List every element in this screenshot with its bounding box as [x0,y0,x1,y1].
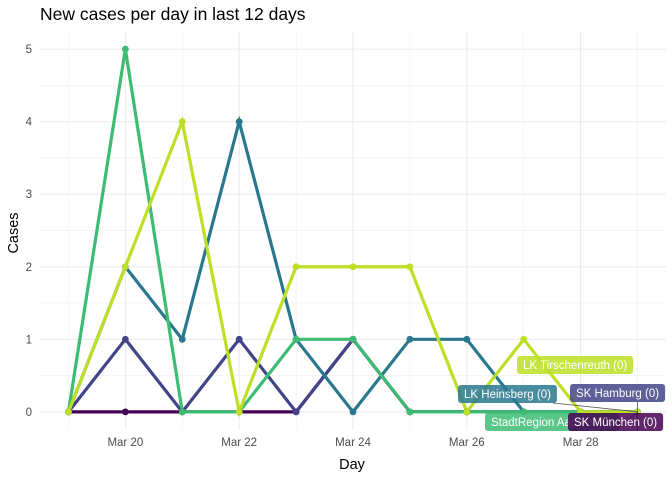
y-tick-label: 5 [26,44,32,56]
label-leader [552,402,638,413]
data-point [65,408,72,416]
x-tick-label: Mar 26 [449,437,485,449]
y-tick-label: 0 [26,407,32,419]
x-tick-label: Mar 20 [107,437,143,449]
data-point [349,408,357,416]
data-point [406,335,414,343]
end-label: SK München (0) [568,413,664,431]
data-point [121,263,129,271]
end-label-text: SK Hamburg (0) [576,388,659,400]
end-label-box [568,413,664,431]
data-point [292,263,300,271]
data-point [520,335,528,343]
y-tick-label: 3 [26,189,32,201]
end-label: SK Hamburg (0) [570,384,666,402]
end-label-box [458,385,557,403]
end-label-text: LK Tirschenreuth (0) [523,360,627,372]
x-axis-title: Day [339,457,366,473]
x-tick-label: Mar 24 [335,437,371,449]
x-tick-label: Mar 28 [563,437,599,449]
chart-title: New cases per day in last 12 days [40,4,306,24]
y-axis-title: Cases [6,212,22,253]
data-point [349,335,357,343]
data-point [235,408,243,416]
end-label-text: LK Heinsberg (0) [464,389,551,401]
end-labels: LK Tirschenreuth (0) LK Heinsberg (0) SK H… [458,356,666,432]
data-point [235,118,243,126]
data-point [178,408,186,416]
data-point [235,335,243,343]
x-tick-labels: Mar 20 Mar 22 Mar 24 Mar 26 Mar 28 [107,437,598,449]
data-point [178,335,186,343]
data-point [463,335,471,343]
y-tick-label: 2 [26,262,32,274]
y-tick-label: 4 [26,117,33,129]
data-point [178,118,186,126]
end-label-box [517,356,634,374]
data-point [406,408,414,416]
data-point [349,263,357,271]
data-point [292,335,300,343]
end-label-text: SK München (0) [574,417,657,429]
end-label-box [570,384,666,402]
end-label: LK Heinsberg (0) [458,385,557,403]
y-tick-labels: 0 1 2 3 4 5 [26,44,33,419]
data-point [121,45,129,53]
data-point [406,263,414,271]
x-tick-label: Mar 22 [221,437,257,449]
data-point [292,408,300,416]
data-point [121,335,129,343]
end-label: LK Tirschenreuth (0) [517,356,634,374]
y-tick-label: 1 [26,334,32,346]
data-point [121,408,129,416]
data-point [463,408,471,416]
